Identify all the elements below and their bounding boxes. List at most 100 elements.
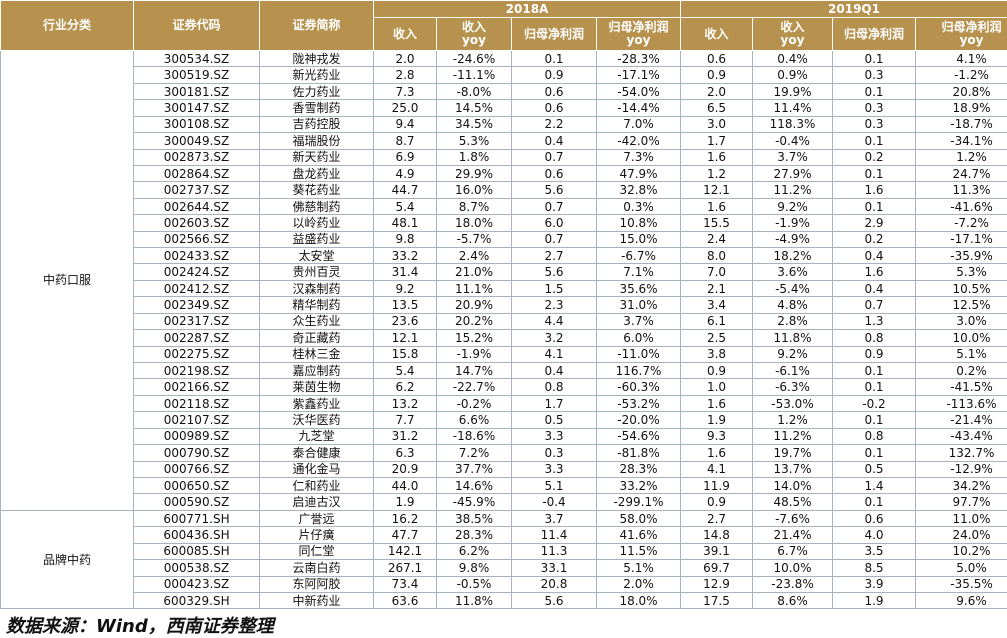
table-row: 000989.SZ 九芝堂 31.2 -18.6% 3.3 -54.6% 9.3 11.2% 0… [1, 427, 1007, 446]
net-profit-yoy-2018-cell: 18.0% [596, 591, 681, 610]
header-code: 证券代码 [133, 0, 260, 51]
revenue-yoy-2018-cell: 29.9% [436, 164, 512, 183]
revenue-yoy-2018-cell: 20.9% [436, 296, 512, 314]
stock-code-cell: 002412.SZ [133, 279, 260, 298]
revenue-yoy-2018-cell: -1.9% [436, 345, 512, 364]
revenue-yoy-2019-cell: -7.6% [752, 509, 833, 528]
revenue-yoy-2018-cell: 16.0% [436, 181, 512, 199]
revenue-yoy-2019-cell: 8.6% [752, 591, 833, 610]
net-profit-yoy-2018-cell: 58.0% [596, 509, 681, 528]
stock-code-cell: 000766.SZ [133, 460, 260, 478]
header-revenue-2018: 收入 [373, 17, 437, 51]
stock-name-cell: 葵花药业 [259, 181, 374, 199]
revenue-yoy-2019-cell: 11.2% [752, 427, 833, 446]
net-profit-2019-cell: 0.2 [832, 148, 916, 166]
net-profit-yoy-2019-cell: 24.7% [914, 164, 1007, 183]
revenue-yoy-2019-cell: -1.9% [752, 214, 833, 232]
net-profit-yoy-2019-cell: 5.1% [914, 345, 1007, 364]
net-profit-yoy-2019-cell: -41.5% [914, 378, 1007, 396]
revenue-2019-cell: 4.1 [680, 460, 753, 478]
revenue-2019-cell: 15.5 [680, 214, 753, 232]
table-row: 300147.SZ 香雪制药 25.0 14.5% 0.6 -14.4% 6.5 11.4% 0… [1, 99, 1007, 117]
revenue-2018-cell: 4.9 [373, 164, 437, 183]
table-row: 600329.SH 中新药业 63.6 11.8% 5.6 18.0% 17.5 8.6% 1.… [1, 591, 1007, 610]
stock-code-cell: 000538.SZ [133, 559, 260, 577]
stock-name-cell: 太安堂 [259, 247, 374, 265]
net-profit-yoy-2018-cell: 7.3% [596, 148, 681, 166]
stock-code-cell: 002275.SZ [133, 345, 260, 364]
revenue-yoy-2019-cell: 11.8% [752, 329, 833, 347]
net-profit-yoy-2019-cell: 3.0% [914, 312, 1007, 331]
stock-name-cell: 中新药业 [259, 591, 374, 610]
net-profit-yoy-2018-cell: 10.8% [596, 214, 681, 232]
revenue-yoy-2018-cell: -8.0% [436, 82, 512, 101]
revenue-2018-cell: 9.4 [373, 115, 437, 134]
net-profit-2018-cell: 11.3 [511, 542, 597, 561]
net-profit-2019-cell: 1.6 [832, 263, 916, 281]
revenue-yoy-2019-cell: 18.2% [752, 247, 833, 265]
net-profit-2019-cell: 0.1 [832, 444, 916, 462]
net-profit-2018-cell: 33.1 [511, 559, 597, 577]
stock-name-cell: 东阿阿胶 [259, 575, 374, 593]
revenue-2019-cell: 3.4 [680, 296, 753, 314]
revenue-2018-cell: 15.8 [373, 345, 437, 364]
net-profit-2019-cell: 0.9 [832, 345, 916, 364]
stock-name-cell: 同仁堂 [259, 542, 374, 561]
net-profit-2019-cell: 0.1 [832, 82, 916, 101]
net-profit-2018-cell: 0.1 [511, 49, 597, 68]
revenue-yoy-2018-cell: 15.2% [436, 329, 512, 347]
stock-code-cell: 002873.SZ [133, 148, 260, 166]
net-profit-yoy-2019-cell: 5.3% [914, 263, 1007, 281]
net-profit-2018-cell: 0.3 [511, 444, 597, 462]
revenue-2019-cell: 11.9 [680, 476, 753, 495]
net-profit-yoy-2019-cell: 1.2% [914, 148, 1007, 166]
header-period-2019q1: 2019Q1 [679, 0, 1007, 18]
net-profit-yoy-2019-cell: 4.1% [914, 49, 1007, 68]
net-profit-yoy-2018-cell: 116.7% [596, 362, 681, 380]
net-profit-yoy-2018-cell: 32.8% [596, 181, 681, 199]
net-profit-yoy-2018-cell: 41.6% [596, 526, 681, 544]
net-profit-2018-cell: 0.7 [511, 230, 597, 249]
revenue-yoy-2019-cell: -23.8% [752, 575, 833, 593]
table-row: 300181.SZ 佐力药业 7.3 -8.0% 0.6 -54.0% 2.0 19.9% 0.… [1, 82, 1007, 101]
stock-code-cell: 002107.SZ [133, 411, 260, 429]
net-profit-2018-cell: 0.5 [511, 411, 597, 429]
net-profit-yoy-2018-cell: -17.1% [596, 66, 681, 84]
net-profit-2019-cell: 0.1 [832, 493, 916, 511]
revenue-2018-cell: 73.4 [373, 575, 437, 593]
net-profit-yoy-2019-cell: 18.9% [914, 99, 1007, 117]
revenue-2019-cell: 1.6 [680, 197, 753, 216]
net-profit-yoy-2018-cell: -42.0% [596, 132, 681, 150]
net-profit-2019-cell: 0.8 [832, 427, 916, 446]
net-profit-2018-cell: 2.7 [511, 247, 597, 265]
net-profit-yoy-2019-cell: -12.9% [914, 460, 1007, 478]
net-profit-yoy-2019-cell: 5.0% [914, 559, 1007, 577]
net-profit-2019-cell: 0.1 [832, 49, 916, 68]
revenue-2018-cell: 6.3 [373, 444, 437, 462]
table-row: 600085.SH 同仁堂 142.1 6.2% 11.3 11.5% 39.1 6.7% 3.… [1, 542, 1007, 561]
net-profit-yoy-2018-cell: -299.1% [596, 493, 681, 511]
net-profit-2019-cell: 0.1 [832, 378, 916, 396]
revenue-yoy-2018-cell: -0.2% [436, 394, 512, 413]
net-profit-yoy-2018-cell: 6.0% [596, 329, 681, 347]
net-profit-2018-cell: 5.6 [511, 263, 597, 281]
revenue-2018-cell: 48.1 [373, 214, 437, 232]
header-net-profit-yoy-2019: 归母净利润 yoy [914, 17, 1007, 51]
net-profit-yoy-2018-cell: -81.8% [596, 444, 681, 462]
revenue-2018-cell: 20.9 [373, 460, 437, 478]
net-profit-2018-cell: 2.3 [511, 296, 597, 314]
header-net-profit-2019: 归母净利润 [832, 17, 916, 51]
revenue-2019-cell: 69.7 [680, 559, 753, 577]
net-profit-yoy-2018-cell: 11.5% [596, 542, 681, 561]
net-profit-yoy-2018-cell: 47.9% [596, 164, 681, 183]
financial-table: 行业分类 证券代码 证券简称 2018A 2019Q1 收入 收入 yoy 归母净… [0, 0, 1007, 610]
net-profit-2019-cell: 1.3 [832, 312, 916, 331]
revenue-2018-cell: 6.2 [373, 378, 437, 396]
revenue-2018-cell: 7.7 [373, 411, 437, 429]
revenue-2018-cell: 5.4 [373, 362, 437, 380]
table-row: 002198.SZ 嘉应制药 5.4 14.7% 0.4 116.7% 0.9 -6.1% 0.… [1, 362, 1007, 380]
header-name: 证券简称 [259, 0, 374, 51]
table-row: 000538.SZ 云南白药 267.1 9.8% 33.1 5.1% 69.7 10.0% 8… [1, 559, 1007, 577]
revenue-yoy-2019-cell: 48.5% [752, 493, 833, 511]
net-profit-yoy-2018-cell: 15.0% [596, 230, 681, 249]
